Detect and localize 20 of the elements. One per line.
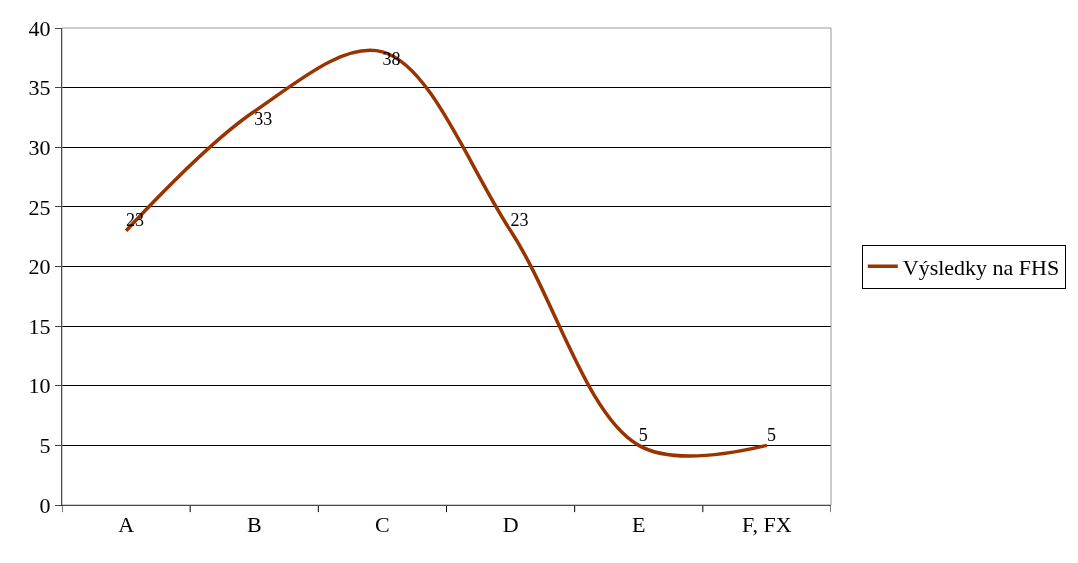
y-tick-label: 0 bbox=[39, 492, 51, 518]
y-tick-label: 10 bbox=[28, 373, 51, 399]
y-tick-label: 40 bbox=[28, 15, 51, 41]
x-tick-label: D bbox=[502, 512, 519, 538]
data-label: 33 bbox=[254, 108, 273, 129]
y-tick-label: 30 bbox=[28, 134, 51, 160]
x-tick-label: F, FX bbox=[742, 512, 792, 538]
y-tick-label: 15 bbox=[28, 313, 51, 339]
data-label: 23 bbox=[510, 210, 529, 231]
y-tick-label: 20 bbox=[28, 254, 51, 280]
x-tick-label: E bbox=[632, 512, 646, 538]
x-tick-label: B bbox=[246, 512, 262, 538]
data-label: 5 bbox=[638, 424, 648, 445]
x-tick-label: C bbox=[375, 512, 390, 538]
data-label: 5 bbox=[766, 424, 776, 445]
legend-label: Výsledky na FHS bbox=[902, 254, 1060, 280]
y-tick-label: 25 bbox=[28, 194, 51, 220]
y-tick-label: 35 bbox=[28, 75, 51, 101]
x-tick-label: A bbox=[118, 512, 135, 538]
y-tick-label: 5 bbox=[39, 433, 51, 459]
